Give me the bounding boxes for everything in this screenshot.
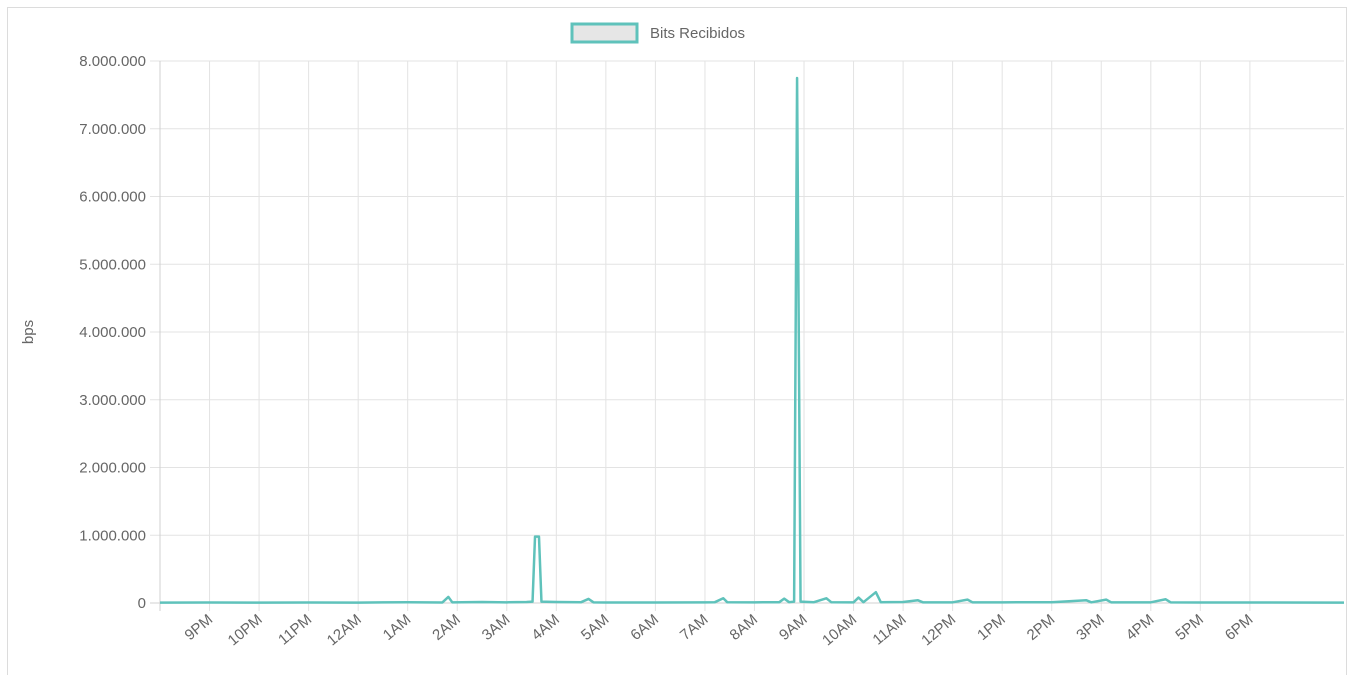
- x-tick-label: 4PM: [1123, 611, 1158, 644]
- x-tick-label: 9AM: [776, 611, 811, 644]
- x-tick-label: 10PM: [225, 611, 266, 649]
- y-tick-label: 4.000.000: [79, 324, 146, 341]
- y-tick-label: 7.000.000: [79, 121, 146, 138]
- x-tick-label: 9PM: [182, 611, 217, 644]
- y-tick-label: 3.000.000: [79, 392, 146, 409]
- x-tick-label: 10AM: [819, 611, 860, 649]
- legend[interactable]: Bits Recibidos: [570, 22, 745, 44]
- x-tick-label: 8AM: [726, 611, 761, 644]
- x-tick-label: 6AM: [627, 611, 662, 644]
- y-tick-label: 2.000.000: [79, 460, 146, 477]
- x-tick-label: 2PM: [1024, 611, 1059, 644]
- grid-lines: [150, 60, 1344, 611]
- x-tick-label: 7AM: [677, 611, 712, 644]
- y-tick-label: 8.000.000: [79, 53, 146, 70]
- x-axis-ticks: 9PM 10PM 11PM 12AM 1AM 2AM 3AM 4AM 5AM 6AM 7AM 8AM 9…: [182, 611, 1257, 649]
- x-tick-label: 1PM: [974, 611, 1009, 644]
- y-tick-label: 6.000.000: [79, 189, 146, 206]
- legend-label[interactable]: Bits Recibidos: [650, 25, 745, 42]
- x-tick-label: 12PM: [918, 611, 959, 649]
- x-tick-label: 5PM: [1172, 611, 1207, 644]
- x-tick-label: 4AM: [528, 611, 563, 644]
- x-tick-label: 3PM: [1073, 611, 1108, 644]
- y-tick-label: 0: [138, 595, 146, 612]
- y-axis-title: bps: [20, 320, 37, 344]
- series-layer: [159, 76, 1345, 604]
- x-tick-label: 11AM: [870, 611, 910, 648]
- x-tick-label: 2AM: [429, 611, 464, 644]
- legend-swatch[interactable]: [570, 22, 639, 44]
- y-tick-label: 1.000.000: [79, 527, 146, 544]
- x-tick-label: 5AM: [578, 611, 613, 644]
- x-tick-label: 6PM: [1222, 611, 1257, 644]
- x-tick-label: 3AM: [479, 611, 514, 644]
- series-line-bits-recibidos: [159, 76, 1345, 604]
- y-tick-label: 5.000.000: [79, 256, 146, 273]
- x-tick-label: 11PM: [275, 611, 315, 648]
- x-tick-label: 1AM: [380, 611, 415, 644]
- x-tick-label: 12AM: [324, 611, 365, 649]
- y-axis-ticks: 0 1.000.000 2.000.000 3.000.000 4.000.000 5.0…: [79, 53, 146, 612]
- chart-frame: [7, 7, 1347, 675]
